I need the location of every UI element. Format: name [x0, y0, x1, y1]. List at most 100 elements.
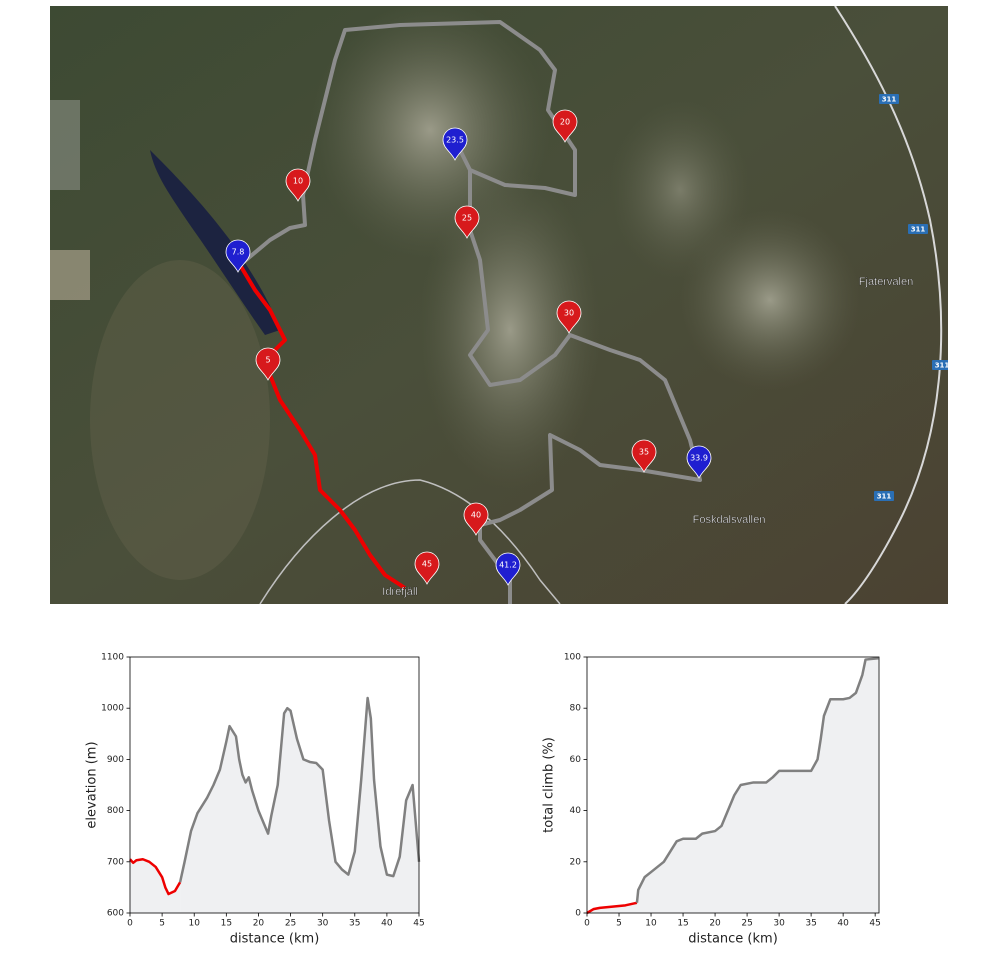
line: [129, 857, 182, 896]
map-marker[interactable]: 35: [631, 439, 657, 473]
road-shield: [874, 491, 894, 501]
line: [586, 901, 638, 915]
marker-pin: [552, 109, 578, 143]
x-tick-label: 45: [869, 919, 880, 929]
road-shield: [908, 224, 928, 234]
marker-pin: [495, 552, 521, 586]
terrain: [90, 260, 270, 580]
y-tick-label: 800: [107, 806, 124, 816]
marker-label: 5: [265, 356, 270, 365]
marker-label: 7.8: [232, 248, 245, 257]
marker-pin: [285, 168, 311, 202]
marker-label: 33.9: [690, 454, 708, 463]
map-marker[interactable]: 40: [463, 502, 489, 536]
x-tick-label: 30: [773, 919, 785, 929]
marker-label: 40: [471, 511, 481, 520]
map-marker[interactable]: 25: [454, 205, 480, 239]
x-tick-label: 35: [349, 919, 360, 929]
marker-label: 20: [560, 118, 570, 127]
marker-label: 45: [422, 560, 432, 569]
marker-pin: [631, 439, 657, 473]
terrain: [50, 100, 80, 190]
x-tick-label: 20: [709, 919, 721, 929]
x-tick-label: 45: [413, 919, 424, 929]
x-axis-label: distance (km): [688, 932, 778, 947]
x-tick-label: 15: [221, 919, 232, 929]
map-marker[interactable]: 20: [552, 109, 578, 143]
y-axis-label: elevation (m): [85, 741, 100, 828]
y-tick-label: 600: [107, 909, 124, 919]
x-tick-label: 35: [805, 919, 816, 929]
y-tick-label: 900: [107, 755, 124, 765]
x-tick-label: 5: [616, 919, 622, 929]
marker-pin: [255, 347, 281, 381]
map-marker[interactable]: 41.2: [495, 552, 521, 586]
x-tick-label: 0: [584, 919, 590, 929]
x-tick-label: 25: [285, 919, 296, 929]
x-tick-label: 15: [677, 919, 688, 929]
map-marker[interactable]: 5: [255, 347, 281, 381]
marker-label: 41.2: [499, 561, 517, 570]
place-label: Fjatervalen: [859, 276, 913, 288]
line: [635, 657, 879, 903]
marker-pin: [414, 551, 440, 585]
marker-pin: [463, 502, 489, 536]
marker-pin: [556, 300, 582, 334]
x-tick-label: 0: [127, 919, 133, 929]
road-shield-label: 311: [882, 96, 897, 104]
map-marker[interactable]: 33.9: [686, 445, 712, 479]
x-tick-label: 5: [159, 919, 165, 929]
x-tick-label: 30: [317, 919, 329, 929]
y-tick-label: 1100: [101, 653, 124, 663]
y-tick-label: 1000: [101, 704, 124, 714]
terrain: [50, 250, 90, 300]
x-tick-label: 10: [645, 919, 657, 929]
marker-label: 10: [293, 177, 303, 186]
route-traveled: [238, 263, 407, 590]
x-tick-label: 20: [253, 919, 265, 929]
y-tick-label: 40: [570, 806, 582, 816]
chart: 0 5 10 15 20 25 30 35 40 45 0 20 40 60 80 100 distance (…: [542, 653, 881, 947]
road-shield-label: 311: [911, 226, 926, 234]
road-shield-label: 311: [877, 493, 892, 501]
y-tick-label: 80: [570, 704, 582, 714]
marker-pin: [225, 239, 251, 273]
y-tick-label: 60: [570, 755, 582, 765]
chart: 0 5 10 15 20 25 30 35 40 45 600 700 800 900 1000 1100 di…: [85, 653, 425, 947]
map-marker[interactable]: 30: [556, 300, 582, 334]
y-tick-label: 0: [575, 909, 581, 919]
place-label: Idrefjäll: [382, 586, 417, 598]
marker-label: 35: [639, 448, 649, 457]
area-fill: [636, 658, 879, 913]
map-marker[interactable]: 45: [414, 551, 440, 585]
road-shield-label: 311: [935, 362, 950, 370]
map[interactable]: 5 10 7.8 23.5 20 25 30 35 33.9 40 45 41.2 Fjatervale…: [50, 0, 952, 604]
area-fill: [180, 697, 419, 913]
y-tick-label: 700: [107, 857, 124, 867]
terrain: [420, 170, 600, 490]
marker-pin: [442, 127, 468, 161]
road-shield: [932, 360, 948, 370]
map-marker[interactable]: 10: [285, 168, 311, 202]
line: [178, 696, 421, 883]
marker-label: 23.5: [446, 136, 464, 145]
lake: [150, 150, 280, 335]
x-tick-label: 25: [741, 919, 752, 929]
road: [834, 6, 943, 604]
y-tick-label: 20: [570, 857, 582, 867]
terrain: [610, 100, 750, 280]
plot-frame: [586, 656, 880, 914]
y-axis-label: total climb (%): [542, 737, 557, 833]
marker-label: 25: [462, 214, 472, 223]
marker-pin: [454, 205, 480, 239]
map-marker[interactable]: 7.8: [225, 239, 251, 273]
x-tick-label: 40: [837, 919, 849, 929]
x-axis-label: distance (km): [230, 932, 320, 947]
map-marker[interactable]: 23.5: [442, 127, 468, 161]
x-tick-label: 10: [188, 919, 200, 929]
marker-label: 30: [564, 309, 574, 318]
plot-frame: [129, 656, 420, 914]
place-label: Foskdalsvallen: [693, 514, 766, 526]
